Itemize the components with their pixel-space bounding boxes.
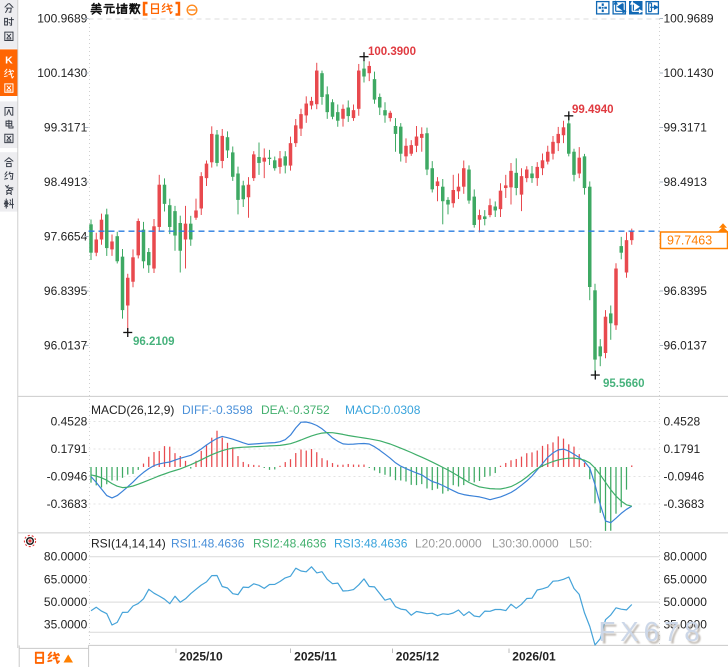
svg-text:96.0137: 96.0137 [44,339,88,353]
svg-text:MACD:0.0308: MACD:0.0308 [345,403,421,417]
svg-text:80.0000: 80.0000 [664,550,708,564]
svg-text:-0.0946: -0.0946 [664,469,705,483]
svg-text:0.1791: 0.1791 [664,442,701,456]
svg-text:-0.3683: -0.3683 [664,497,705,511]
svg-text:DEA:-0.3752: DEA:-0.3752 [261,403,330,417]
svg-text:100.1430: 100.1430 [664,66,714,80]
svg-text:MACD(26,12,9): MACD(26,12,9) [91,403,174,417]
svg-text:96.0137: 96.0137 [664,339,708,353]
svg-text:-0.0946: -0.0946 [47,469,88,483]
svg-text:96.8395: 96.8395 [664,284,708,298]
svg-text:RSI3:48.4636: RSI3:48.4636 [334,537,408,551]
svg-text:98.4913: 98.4913 [664,175,708,189]
svg-text:FX678: FX678 [601,618,707,649]
svg-text:98.4913: 98.4913 [44,175,88,189]
svg-text:97.7463: 97.7463 [667,234,712,248]
svg-text:35.0000: 35.0000 [44,618,88,632]
svg-text:2025/10: 2025/10 [179,650,223,664]
svg-text:96.8395: 96.8395 [44,284,88,298]
svg-text:100.9689: 100.9689 [37,12,87,26]
svg-text:0.1791: 0.1791 [51,442,88,456]
svg-text:2026/01: 2026/01 [512,650,556,664]
svg-text:80.0000: 80.0000 [44,550,88,564]
svg-text:DIFF:-0.3598: DIFF:-0.3598 [182,403,253,417]
svg-text:95.5660: 95.5660 [603,378,645,390]
svg-text:99.3171: 99.3171 [44,121,88,135]
svg-text:50.0000: 50.0000 [664,595,708,609]
svg-text:L20:20.0000: L20:20.0000 [415,537,482,551]
svg-text:K: K [5,54,13,66]
svg-text:2025/12: 2025/12 [396,650,440,664]
svg-text:65.0000: 65.0000 [44,572,88,586]
svg-text:96.2109: 96.2109 [133,336,175,348]
svg-text:100.3900: 100.3900 [368,46,416,58]
svg-text:65.0000: 65.0000 [664,572,708,586]
svg-text:2025/11: 2025/11 [294,650,337,664]
svg-text:RSI1:48.4636: RSI1:48.4636 [171,537,245,551]
svg-text:RSI(14,14,14): RSI(14,14,14) [91,537,166,551]
svg-text:99.4940: 99.4940 [572,104,614,116]
svg-text:L50:: L50: [569,537,592,551]
svg-text:100.1430: 100.1430 [37,66,87,80]
svg-text:FX678: FX678 [599,616,705,647]
svg-text:100.9689: 100.9689 [664,12,714,26]
svg-text:35.0000: 35.0000 [664,618,708,632]
svg-text:99.3171: 99.3171 [664,121,708,135]
svg-text:50.0000: 50.0000 [44,595,88,609]
svg-text:L30:30.0000: L30:30.0000 [492,537,559,551]
svg-text:0.4528: 0.4528 [664,414,701,428]
svg-text:RSI2:48.4636: RSI2:48.4636 [253,537,327,551]
svg-text:97.6654: 97.6654 [44,230,88,244]
svg-text:0.4528: 0.4528 [51,414,88,428]
svg-text:-0.3683: -0.3683 [47,497,88,511]
